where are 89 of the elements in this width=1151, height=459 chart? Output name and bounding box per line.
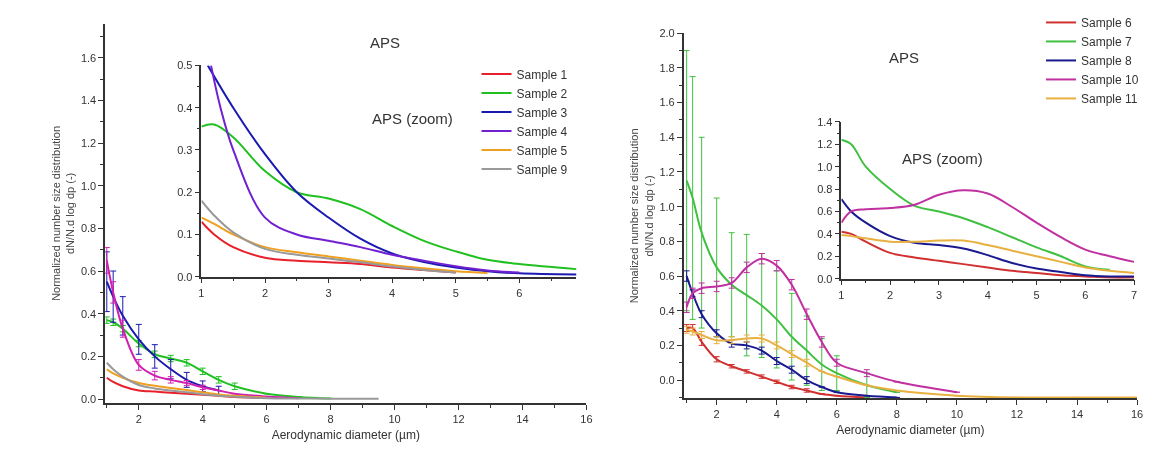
y-tick-label: 1.2 [817,138,833,151]
y-tick-label: 1.4 [80,94,97,107]
x-tick-label: 3 [325,286,332,299]
y-tick-label: 0.4 [659,304,675,317]
x-tick-label: 5 [1033,288,1040,301]
x-tick-label: 6 [516,286,523,299]
line-series [206,65,577,276]
legend-label: Sample 3 [516,105,568,120]
x-tick-label: 8 [327,413,334,426]
line-series [201,216,489,274]
y-tick-label: 0.8 [659,235,675,248]
y-tick-label: 0.2 [80,350,97,363]
y-tick-label: 1.4 [817,115,833,128]
line-series [201,199,457,274]
y-tick-label: 1.2 [659,165,675,178]
x-tick-label: 12 [452,413,465,426]
legend-label: Sample 8 [1081,54,1133,69]
y-tick-label: 0.8 [80,222,97,235]
y-tick-label: 0.1 [177,228,193,241]
y-tick-label: 0.0 [177,270,193,283]
x-tick-label: 1 [198,286,205,299]
y-tick-label: 0.2 [817,250,833,263]
x-tick-label: 12 [1010,408,1024,421]
x-tick-label: 7 [1131,288,1138,301]
y-tick-label: 0.4 [177,101,193,114]
x-tick-label: 2 [713,408,720,421]
line-series [841,138,1111,271]
x-tick-label: 14 [516,413,529,426]
line-series [105,361,380,400]
y-tick-label: 0.4 [817,227,833,240]
x-tick-label: 16 [580,413,593,426]
x-tick-label: 6 [833,408,840,421]
y-tick-label: 1.2 [80,136,97,149]
y-tick-label: 0.2 [177,186,193,199]
y-axis-title: Normalized number size distribution dN/N.d log dp (-) [49,126,77,301]
y-tick-label: 0.6 [80,264,97,277]
line-series [841,189,1135,263]
y-tick-label: 0.0 [659,373,675,386]
legend-label: Sample 10 [1081,73,1139,88]
y-tick-label: 0.6 [817,205,833,218]
text: APS [370,34,401,51]
y-tick-label: 1.4 [659,131,675,144]
legend-label: Sample 7 [1081,35,1133,50]
x-tick-label: 2 [135,413,142,426]
y-tick-label: 1.0 [80,179,97,192]
y-tick-label: 0.0 [817,272,833,285]
x-tick-label: 14 [1070,408,1084,421]
y-tick-label: 0.0 [80,392,97,405]
x-axis-title: Aerodynamic diameter (µm) [836,422,985,437]
x-tick-label: 5 [452,286,459,299]
legend-label: Sample 5 [516,143,568,158]
y-tick-label: 1.6 [80,51,97,64]
y-tick-label: 0.2 [659,339,675,352]
x-tick-label: 6 [263,413,270,426]
y-tick-label: 2.0 [659,27,675,40]
legend-label: Sample 2 [516,86,568,101]
x-tick-label: 10 [388,413,401,426]
x-tick-label: 4 [984,288,991,301]
text: APS [889,49,920,66]
legend-label: Sample 9 [516,162,568,177]
x-tick-label: 6 [1082,288,1089,301]
x-tick-label: 2 [887,288,894,301]
y-tick-label: 0.3 [177,143,193,156]
x-tick-label: 4 [773,408,780,421]
y-tick-label: 0.5 [177,59,193,72]
line-series [105,316,332,400]
x-tick-label: 1 [838,288,845,301]
x-tick-label: 8 [893,408,900,421]
y-tick-label: 1.8 [659,61,675,74]
y-tick-label: 1.6 [659,96,675,109]
x-tick-label: 10 [950,408,964,421]
text: APS (zoom) [372,110,453,127]
legend-label: Sample 6 [1081,16,1133,31]
y-tick-label: 0.8 [817,182,833,195]
y-tick-label: 1.0 [817,160,833,173]
x-tick-label: 4 [199,413,206,426]
legend-label: Sample 1 [516,67,568,82]
x-tick-label: 2 [261,286,269,299]
y-tick-label: 1.0 [659,200,675,213]
legend-label: Sample 4 [516,124,568,139]
legend-label: Sample 11 [1081,92,1138,107]
x-tick-label: 4 [389,286,396,299]
text: APS (zoom) [902,150,983,167]
y-tick-label: 0.4 [80,307,97,320]
x-axis-title: Aerodynamic diameter (µm) [271,427,420,442]
x-tick-label: 3 [935,288,943,301]
y-axis-title: Normalized number size distribution dN/N.d log dp (-) [628,128,655,304]
y-tick-label: 0.6 [659,269,675,282]
x-tick-label: 16 [1130,408,1144,421]
